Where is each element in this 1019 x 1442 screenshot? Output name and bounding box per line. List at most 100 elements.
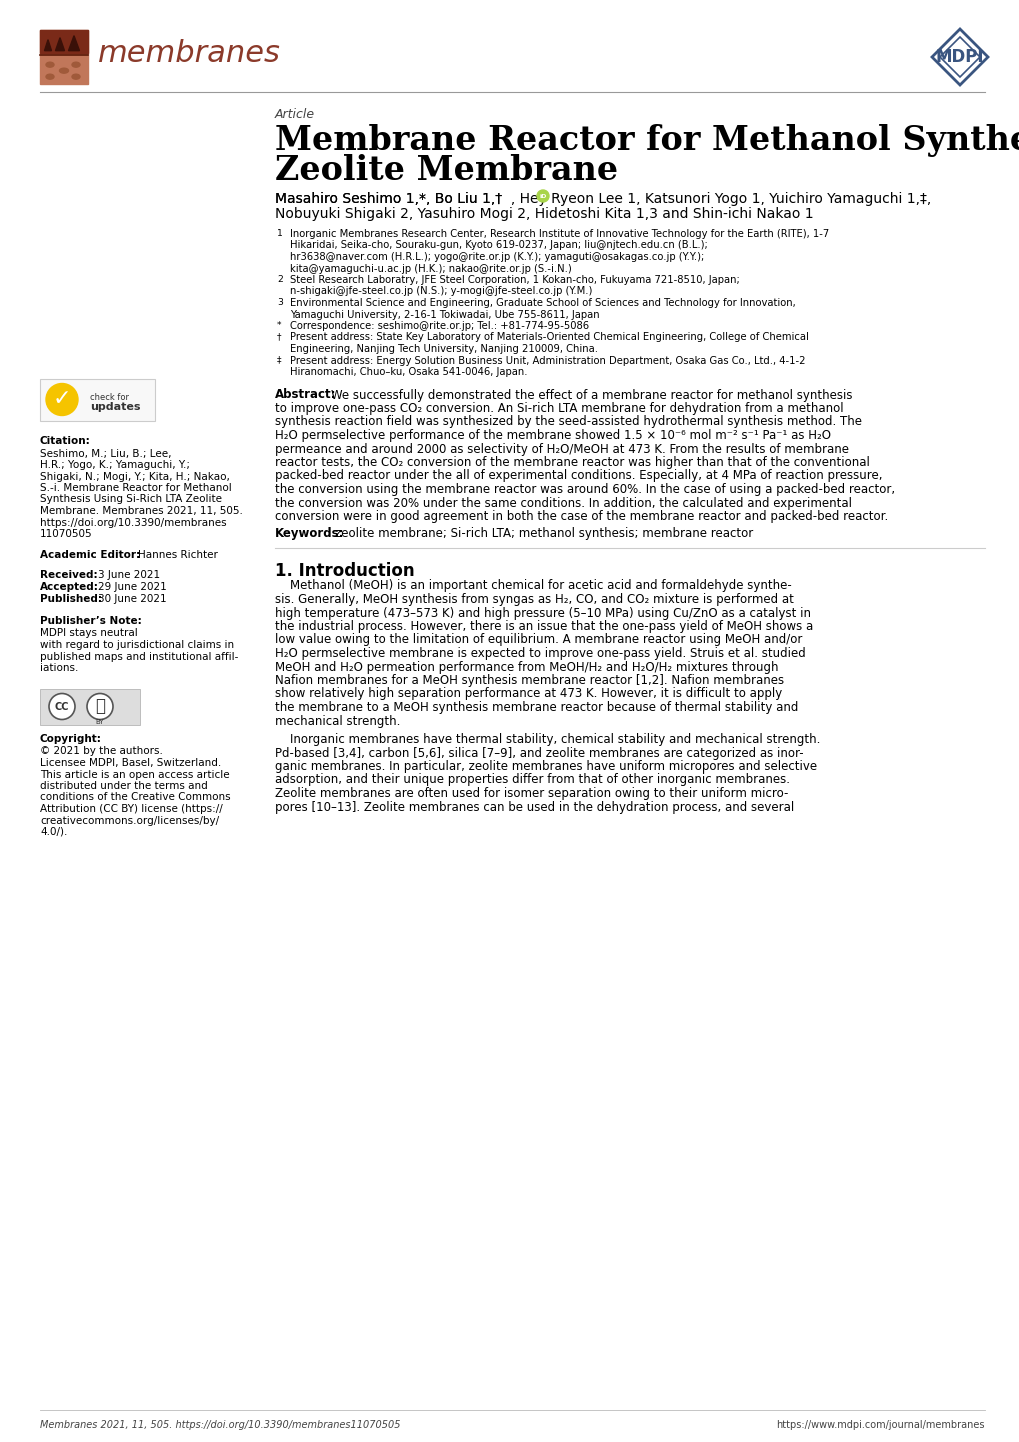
Ellipse shape (49, 694, 75, 720)
Text: Hikaridai, Seika-cho, Souraku-gun, Kyoto 619-0237, Japan; liu@njtech.edu.cn (B.L: Hikaridai, Seika-cho, Souraku-gun, Kyoto… (289, 241, 707, 251)
Text: to improve one-pass CO₂ conversion. An Si-rich LTA membrane for dehydration from: to improve one-pass CO₂ conversion. An S… (275, 402, 843, 415)
Text: Pd-based [3,4], carbon [5,6], silica [7–9], and zeolite membranes are categorize: Pd-based [3,4], carbon [5,6], silica [7–… (275, 747, 803, 760)
Text: Yamaguchi University, 2-16-1 Tokiwadai, Ube 755-8611, Japan: Yamaguchi University, 2-16-1 Tokiwadai, … (289, 310, 599, 320)
Text: the industrial process. However, there is an issue that the one-pass yield of Me: the industrial process. However, there i… (275, 620, 812, 633)
Text: creativecommons.org/licenses/by/: creativecommons.org/licenses/by/ (40, 816, 219, 825)
Text: MDPI stays neutral: MDPI stays neutral (40, 629, 138, 639)
Text: Received:: Received: (40, 571, 98, 581)
Text: Nafion membranes for a MeOH synthesis membrane reactor [1,2]. Nafion membranes: Nafion membranes for a MeOH synthesis me… (275, 673, 784, 686)
Polygon shape (68, 36, 79, 50)
Polygon shape (45, 40, 51, 50)
Text: published maps and institutional affil-: published maps and institutional affil- (40, 652, 238, 662)
Text: iD: iD (539, 193, 546, 199)
Ellipse shape (72, 74, 79, 79)
Text: membranes: membranes (98, 39, 280, 68)
Text: Inorganic Membranes Research Center, Research Institute of Innovative Technology: Inorganic Membranes Research Center, Res… (289, 229, 828, 239)
Text: MeOH and H₂O permeation performance from MeOH/H₂ and H₂O/H₂ mixtures through: MeOH and H₂O permeation performance from… (275, 660, 777, 673)
Text: MDPI: MDPI (934, 48, 983, 66)
Text: Ⓑ: Ⓑ (95, 698, 105, 715)
Text: H₂O permselective membrane is expected to improve one-pass yield. Struis et al. : H₂O permselective membrane is expected t… (275, 647, 805, 660)
Text: Synthesis Using Si-Rich LTA Zeolite: Synthesis Using Si-Rich LTA Zeolite (40, 495, 222, 505)
Text: Inorganic membranes have thermal stability, chemical stability and mechanical st: Inorganic membranes have thermal stabili… (275, 733, 819, 746)
Text: with regard to jurisdictional claims in: with regard to jurisdictional claims in (40, 640, 234, 650)
Text: 1. Introduction: 1. Introduction (275, 561, 414, 580)
Text: 29 June 2021: 29 June 2021 (98, 583, 166, 593)
Text: Membrane. Membranes 2021, 11, 505.: Membrane. Membranes 2021, 11, 505. (40, 506, 243, 516)
Text: Published:: Published: (40, 594, 102, 604)
Text: ganic membranes. In particular, zeolite membranes have uniform micropores and se: ganic membranes. In particular, zeolite … (275, 760, 816, 773)
Bar (40, 688, 140, 724)
Text: https://doi.org/10.3390/membranes: https://doi.org/10.3390/membranes (40, 518, 226, 528)
Text: 3: 3 (277, 298, 282, 307)
Text: high temperature (473–573 K) and high pressure (5–10 MPa) using Cu/ZnO as a cata: high temperature (473–573 K) and high pr… (275, 607, 810, 620)
Text: kita@yamaguchi-u.ac.jp (H.K.); nakao@rite.or.jp (S.-i.N.): kita@yamaguchi-u.ac.jp (H.K.); nakao@rit… (289, 264, 572, 274)
Text: 2: 2 (277, 275, 282, 284)
Text: Licensee MDPI, Basel, Switzerland.: Licensee MDPI, Basel, Switzerland. (40, 758, 221, 769)
Bar (40, 30, 88, 53)
Text: ✓: ✓ (53, 389, 71, 410)
Text: †: † (277, 333, 281, 342)
Text: Masahiro Seshimo 1,*, Bo Liu 1,†: Masahiro Seshimo 1,*, Bo Liu 1,† (275, 192, 501, 206)
Text: Engineering, Nanjing Tech University, Nanjing 210009, China.: Engineering, Nanjing Tech University, Na… (289, 345, 597, 353)
Text: Environmental Science and Engineering, Graduate School of Sciences and Technolog: Environmental Science and Engineering, G… (289, 298, 795, 309)
Text: Hannes Richter: Hannes Richter (138, 551, 218, 561)
Text: H.R.; Yogo, K.; Yamaguchi, Y.;: H.R.; Yogo, K.; Yamaguchi, Y.; (40, 460, 190, 470)
Text: ‡: ‡ (277, 356, 281, 365)
Text: *: * (277, 322, 281, 330)
Text: Keywords:: Keywords: (275, 528, 344, 541)
Text: Publisher’s Note:: Publisher’s Note: (40, 617, 142, 626)
Text: 1: 1 (277, 229, 282, 238)
Text: Membrane Reactor for Methanol Synthesis Using Si-Rich LTA: Membrane Reactor for Methanol Synthesis … (275, 124, 1019, 157)
Text: Correspondence: seshimo@rite.or.jp; Tel.: +81-774-95-5086: Correspondence: seshimo@rite.or.jp; Tel.… (289, 322, 589, 332)
Text: Copyright:: Copyright: (40, 734, 102, 744)
Text: check for: check for (90, 392, 128, 401)
Text: Seshimo, M.; Liu, B.; Lee,: Seshimo, M.; Liu, B.; Lee, (40, 448, 171, 459)
Text: Present address: Energy Solution Business Unit, Administration Department, Osaka: Present address: Energy Solution Busines… (289, 356, 805, 365)
Text: Attribution (CC BY) license (https://: Attribution (CC BY) license (https:// (40, 805, 222, 813)
Text: mechanical strength.: mechanical strength. (275, 714, 400, 728)
Text: pores [10–13]. Zeolite membranes can be used in the dehydration process, and sev: pores [10–13]. Zeolite membranes can be … (275, 800, 794, 813)
Text: Academic Editor:: Academic Editor: (40, 551, 140, 561)
Bar (40, 378, 155, 421)
Text: conditions of the Creative Commons: conditions of the Creative Commons (40, 793, 230, 803)
Text: packed-bed reactor under the all of experimental conditions. Especially, at 4 MP: packed-bed reactor under the all of expe… (275, 470, 881, 483)
Text: the conversion was 20% under the same conditions. In addition, the calculated an: the conversion was 20% under the same co… (275, 496, 851, 509)
Text: Abstract:: Abstract: (275, 388, 336, 401)
Text: conversion were in good agreement in both the case of the membrane reactor and p: conversion were in good agreement in bot… (275, 510, 888, 523)
Text: Membranes 2021, 11, 505. https://doi.org/10.3390/membranes11070505: Membranes 2021, 11, 505. https://doi.org… (40, 1420, 400, 1430)
Ellipse shape (46, 62, 54, 68)
Ellipse shape (536, 190, 548, 202)
Text: synthesis reaction field was synthesized by the seed-assisted hydrothermal synth: synthesis reaction field was synthesized… (275, 415, 861, 428)
Text: permeance and around 2000 as selectivity of H₂O/MeOH at 473 K. From the results : permeance and around 2000 as selectivity… (275, 443, 848, 456)
Text: hr3638@naver.com (H.R.L.); yogo@rite.or.jp (K.Y.); yamaguti@osakagas.co.jp (Y.Y.: hr3638@naver.com (H.R.L.); yogo@rite.or.… (289, 252, 703, 262)
Ellipse shape (46, 384, 77, 415)
Text: distributed under the terms and: distributed under the terms and (40, 782, 208, 792)
Text: H₂O permselective performance of the membrane showed 1.5 × 10⁻⁶ mol m⁻² s⁻¹ Pa⁻¹: H₂O permselective performance of the mem… (275, 430, 830, 443)
Text: Methanol (MeOH) is an important chemical for acetic acid and formaldehyde synthe: Methanol (MeOH) is an important chemical… (275, 580, 791, 593)
Text: Zeolite membranes are often used for isomer separation owing to their uniform mi: Zeolite membranes are often used for iso… (275, 787, 788, 800)
Text: show relatively high separation performance at 473 K. However, it is difficult t: show relatively high separation performa… (275, 688, 782, 701)
Text: Present address: State Key Laboratory of Materials-Oriented Chemical Engineering: Present address: State Key Laboratory of… (289, 333, 808, 343)
Text: We successfully demonstrated the effect of a membrane reactor for methanol synth: We successfully demonstrated the effect … (331, 388, 852, 401)
Text: This article is an open access article: This article is an open access article (40, 770, 229, 780)
Text: 3 June 2021: 3 June 2021 (98, 571, 160, 581)
Text: zeolite membrane; Si-rich LTA; methanol synthesis; membrane reactor: zeolite membrane; Si-rich LTA; methanol … (334, 528, 752, 541)
Text: Accepted:: Accepted: (40, 583, 99, 593)
Text: iations.: iations. (40, 663, 78, 673)
Ellipse shape (72, 62, 79, 68)
Ellipse shape (87, 694, 113, 720)
Polygon shape (55, 37, 64, 50)
Ellipse shape (46, 74, 54, 79)
Text: Nobuyuki Shigaki 2, Yasuhiro Mogi 2, Hidetoshi Kita 1,3 and Shin-ichi Nakao 1: Nobuyuki Shigaki 2, Yasuhiro Mogi 2, Hid… (275, 208, 813, 221)
Text: Steel Research Laboratry, JFE Steel Corporation, 1 Kokan-cho, Fukuyama 721-8510,: Steel Research Laboratry, JFE Steel Corp… (289, 275, 739, 286)
Text: 11070505: 11070505 (40, 529, 93, 539)
Text: © 2021 by the authors.: © 2021 by the authors. (40, 747, 163, 757)
Text: BY: BY (96, 718, 104, 724)
Text: the membrane to a MeOH synthesis membrane reactor because of thermal stability a: the membrane to a MeOH synthesis membran… (275, 701, 798, 714)
Text: Article: Article (275, 108, 315, 121)
Text: Masahiro Seshimo 1,*, Bo Liu 1,†  , Hey Ryeon Lee 1, Katsunori Yogo 1, Yuichiro : Masahiro Seshimo 1,*, Bo Liu 1,† , Hey R… (275, 192, 930, 206)
Text: Zeolite Membrane: Zeolite Membrane (275, 154, 618, 187)
Text: updates: updates (90, 401, 141, 411)
Text: sis. Generally, MeOH synthesis from syngas as H₂, CO, and CO₂ mixture is perform: sis. Generally, MeOH synthesis from syng… (275, 593, 793, 606)
Text: the conversion using the membrane reactor was around 60%. In the case of using a: the conversion using the membrane reacto… (275, 483, 895, 496)
